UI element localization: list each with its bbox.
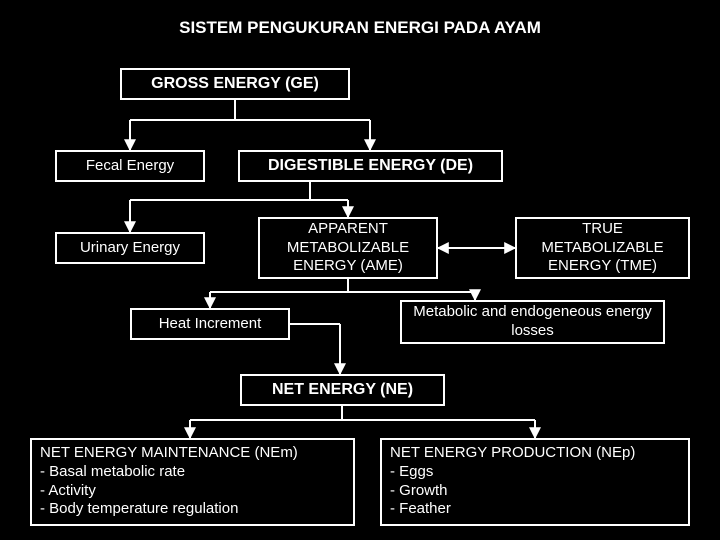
box-nem: NET ENERGY MAINTENANCE (NEm) - Basal met… [30, 438, 355, 526]
box-digestible-energy: DIGESTIBLE ENERGY (DE) [238, 150, 503, 182]
box-ame: APPARENT METABOLIZABLE ENERGY (AME) [258, 217, 438, 279]
box-tme: TRUE METABOLIZABLE ENERGY (TME) [515, 217, 690, 279]
box-heat-increment: Heat Increment [130, 308, 290, 340]
box-net-energy: NET ENERGY (NE) [240, 374, 445, 406]
box-urinary-energy: Urinary Energy [55, 232, 205, 264]
box-nep: NET ENERGY PRODUCTION (NEp) - Eggs - Gro… [380, 438, 690, 526]
page-title: SISTEM PENGUKURAN ENERGI PADA AYAM [0, 18, 720, 38]
box-fecal-energy: Fecal Energy [55, 150, 205, 182]
box-gross-energy: GROSS ENERGY (GE) [120, 68, 350, 100]
box-metabolic-losses: Metabolic and endogeneous energy losses [400, 300, 665, 344]
